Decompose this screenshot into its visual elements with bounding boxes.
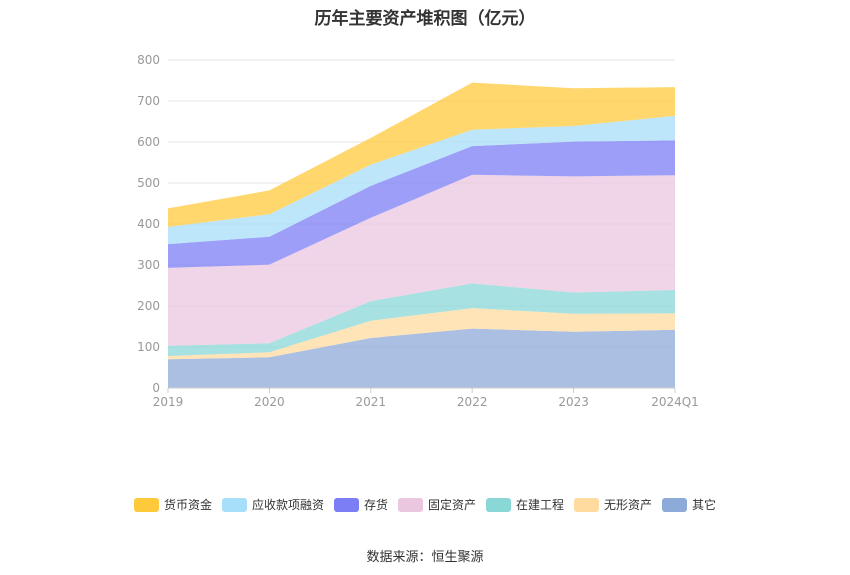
legend-item[interactable]: 其它 [662, 496, 716, 513]
legend-label: 应收款项融资 [251, 498, 324, 512]
legend-label: 存货 [363, 498, 388, 512]
axes: 0 100 200 300 400 500 600 700 800 2019 2020 2021 202… [137, 53, 699, 409]
legend-item[interactable]: 在建工程 [486, 496, 564, 513]
legend-label: 无形资产 [604, 498, 653, 512]
area-series-0[interactable] [168, 328, 675, 388]
legend-item[interactable]: 货币资金 [133, 496, 212, 513]
x-tick-label: 2021 [356, 395, 387, 409]
y-tick-label: 100 [137, 340, 160, 354]
y-tick-label: 200 [137, 299, 160, 313]
legend-label: 在建工程 [516, 498, 565, 512]
area-series-2[interactable] [168, 283, 675, 356]
legend-label: 其它 [692, 498, 717, 512]
legend-swatch [397, 497, 423, 512]
legend-swatch [221, 497, 247, 512]
area-series-3[interactable] [168, 174, 675, 346]
area-series [168, 82, 675, 388]
data-source: 数据来源：恒生聚源 [366, 550, 484, 565]
y-tick-label: 300 [137, 258, 160, 272]
legend-swatch [333, 497, 359, 512]
legend-item[interactable]: 固定资产 [397, 496, 476, 513]
area-series-5[interactable] [168, 115, 675, 245]
y-tick-label: 600 [137, 135, 160, 149]
legend-item[interactable]: 应收款项融资 [221, 496, 324, 513]
y-tick-label: 700 [137, 94, 160, 108]
stacked-area-chart: 0 100 200 300 400 500 600 700 800 2019 2020 2021 202… [137, 53, 699, 409]
y-tick-label: 500 [137, 176, 160, 190]
legend-swatch [662, 497, 688, 512]
area-series-4[interactable] [168, 140, 675, 268]
legend-swatch [133, 497, 159, 512]
y-tick-label: 0 [152, 381, 160, 395]
chart-legend: 货币资金 应收款项融资 存货 固定资产 在建工程 无形资产 其它 [0, 496, 850, 513]
legend-swatch [574, 497, 600, 512]
area-series-6[interactable] [168, 82, 675, 227]
x-tick-label: 2022 [457, 395, 488, 409]
x-tick-label: 2020 [254, 395, 285, 409]
y-tick-label: 400 [137, 217, 160, 231]
legend-label: 货币资金 [163, 498, 212, 512]
legend-item[interactable]: 存货 [333, 496, 388, 513]
legend-label: 固定资产 [427, 498, 476, 512]
chart-title: 历年主要资产堆积图（亿元） [314, 9, 536, 29]
legend-swatch [486, 497, 511, 512]
x-tick-label: 2024Q1 [651, 395, 699, 409]
x-tick-label: 2019 [153, 395, 184, 409]
legend-item[interactable]: 无形资产 [574, 496, 652, 513]
y-tick-label: 800 [137, 53, 160, 67]
area-series-1[interactable] [168, 308, 675, 360]
x-tick-label: 2023 [558, 395, 589, 409]
